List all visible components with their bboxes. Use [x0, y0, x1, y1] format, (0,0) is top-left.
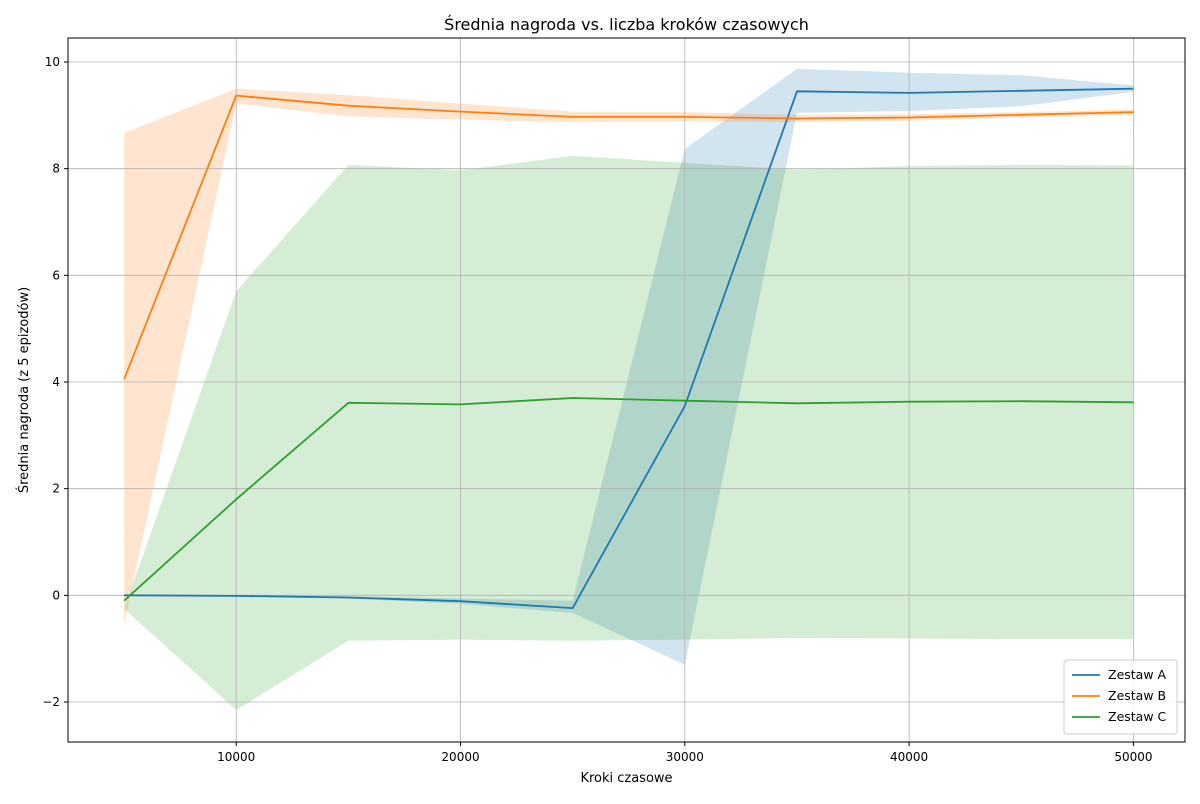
- y-tick-label: 8: [52, 162, 60, 176]
- x-tick-label: 50000: [1114, 750, 1152, 764]
- plot-frame: [67, 37, 1186, 743]
- x-tick-label: 10000: [217, 750, 255, 764]
- x-axis-label: Kroki czasowe: [580, 771, 672, 786]
- y-tick-label: −2: [42, 695, 60, 709]
- legend: Zestaw A Zestaw B Zestaw C: [1063, 659, 1178, 735]
- legend-label-1: Zestaw A: [1108, 667, 1167, 682]
- x-tick-label: 20000: [441, 750, 479, 764]
- y-tick-label: 10: [45, 55, 60, 69]
- confidence-band-3: [124, 155, 1134, 710]
- legend-box: [1063, 659, 1178, 735]
- series-line-3: [123, 397, 1134, 602]
- y-tick-label: 6: [52, 268, 60, 282]
- x-tick-label: 30000: [666, 750, 704, 764]
- series-line-1: [124, 87, 1134, 609]
- confidence-band-1: [124, 68, 1134, 665]
- confidence-band-2: [124, 88, 1134, 625]
- y-tick-label: 4: [52, 375, 60, 389]
- y-tick-label: 2: [52, 482, 60, 496]
- chart-title: Średnia nagroda vs. liczba kroków czasow…: [444, 15, 809, 34]
- y-tick-label: 0: [52, 588, 60, 602]
- series-line-2: [123, 94, 1134, 380]
- legend-label-2: Zestaw B: [1108, 688, 1166, 703]
- x-tick-label: 40000: [890, 750, 928, 764]
- y-axis-label: Średnia nagroda (z 5 epizodów): [16, 287, 32, 493]
- legend-label-3: Zestaw C: [1108, 709, 1167, 724]
